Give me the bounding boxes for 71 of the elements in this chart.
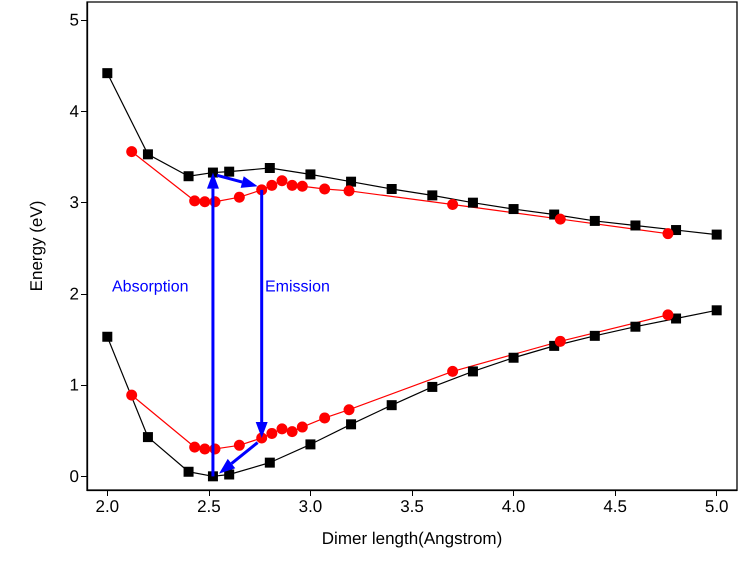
point: [662, 309, 674, 320]
y-tick-label: 3: [70, 193, 79, 212]
point: [102, 68, 112, 78]
point: [305, 439, 316, 450]
point: [319, 412, 330, 424]
x-tick-label: 3.5: [400, 497, 424, 516]
point: [346, 419, 356, 430]
point: [276, 175, 288, 186]
point: [427, 382, 438, 392]
point: [468, 198, 478, 208]
point: [712, 230, 722, 240]
point: [184, 466, 194, 477]
point: [508, 204, 519, 214]
point: [266, 180, 278, 191]
point: [264, 163, 275, 174]
point: [554, 336, 566, 347]
x-tick-label: 2.0: [95, 497, 120, 516]
point: [286, 180, 298, 191]
annotation: Absorption: [112, 278, 188, 296]
point: [344, 404, 355, 416]
point: [199, 443, 210, 454]
point: [468, 366, 478, 376]
point: [224, 166, 234, 177]
point: [344, 185, 355, 196]
point: [447, 366, 458, 377]
point: [447, 199, 458, 210]
point: [189, 442, 200, 453]
point: [296, 422, 308, 433]
point: [264, 458, 275, 468]
point: [286, 426, 298, 438]
point: [662, 228, 674, 240]
x-tick-label: 5.0: [704, 497, 729, 516]
annotation: Emission: [265, 278, 330, 296]
point: [142, 149, 153, 160]
point: [554, 214, 566, 225]
point: [346, 176, 356, 187]
point: [234, 192, 245, 203]
point: [427, 190, 438, 200]
y-tick-label: 0: [70, 466, 79, 486]
point: [189, 195, 200, 206]
point: [126, 146, 138, 158]
point: [266, 428, 278, 439]
x-tick-label: 4.0: [502, 497, 526, 516]
y-tick-label: 5: [70, 10, 79, 30]
point: [590, 330, 600, 341]
point: [234, 440, 245, 451]
point: [630, 220, 640, 230]
point: [102, 332, 112, 342]
point: [276, 423, 288, 434]
y-tick-label: 1: [70, 376, 79, 395]
x-tick-label: 3.0: [298, 497, 322, 516]
point: [142, 432, 153, 442]
point: [319, 183, 330, 194]
point: [305, 169, 316, 180]
point: [224, 469, 234, 480]
x-tick-label: 2.5: [197, 497, 221, 516]
y-tick-label: 4: [70, 102, 79, 121]
point: [386, 400, 397, 410]
point: [199, 196, 210, 208]
x-axis-title: Dimer length(Angstrom): [322, 529, 502, 548]
point: [386, 184, 397, 194]
point: [296, 180, 308, 192]
point: [590, 216, 600, 226]
point: [126, 390, 138, 401]
point: [712, 305, 722, 316]
point: [630, 322, 640, 332]
y-tick-label: 2: [70, 284, 79, 304]
y-axis-title: Energy (eV): [27, 200, 46, 292]
point: [184, 171, 194, 182]
x-tick-label: 4.5: [603, 497, 627, 516]
point: [508, 352, 519, 363]
